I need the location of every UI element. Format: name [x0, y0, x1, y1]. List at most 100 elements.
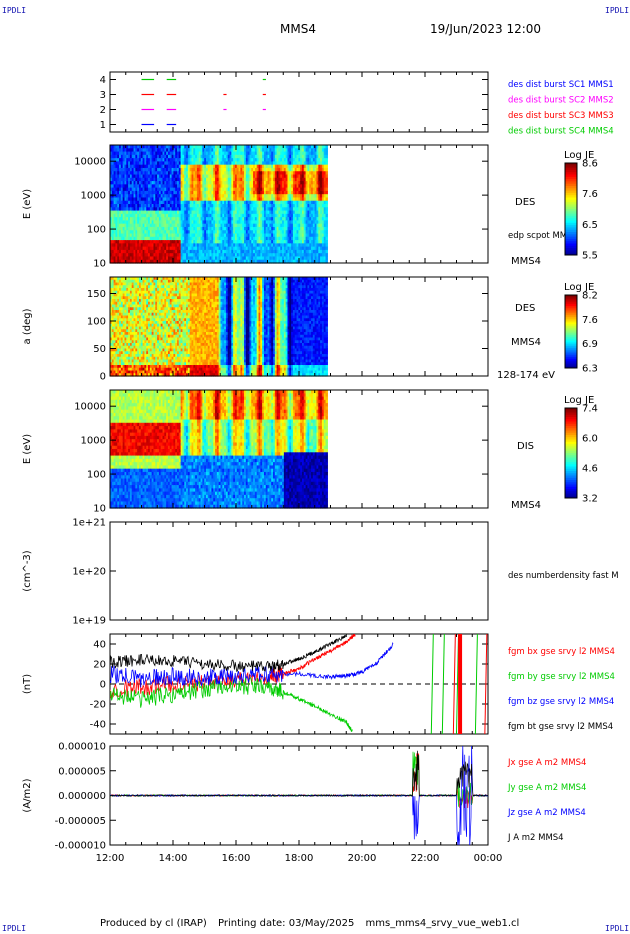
colorbar-tick-label: 6.9	[582, 339, 598, 350]
colorbar-tick-label: 6.5	[582, 220, 598, 231]
b-spike-band	[458, 634, 463, 734]
y-tick-label: 0	[100, 372, 106, 383]
colorbar-tick-label: 6.3	[582, 364, 598, 375]
corner-label-bottom-right: IPDLI	[605, 924, 630, 933]
y-tick-label: 1e+20	[72, 567, 106, 578]
legend-j-3: J A m2 MMS4	[507, 833, 564, 843]
y-tick-label: -0.000010	[55, 841, 106, 852]
heatmap-des-pitch-angle	[110, 277, 328, 377]
y-tick-label: 1e+21	[72, 518, 106, 529]
colorbar-title: Log JE	[564, 282, 594, 293]
colorbar-des-pitch-angle	[564, 294, 578, 369]
colorbar-tick-label: 7.6	[582, 189, 598, 200]
right-label-dis-energy: MMS4	[511, 500, 541, 511]
b-series-line	[110, 642, 394, 688]
colorbar-tick-label: 7.4	[582, 404, 598, 415]
b-series-line	[110, 634, 356, 699]
y-tick-label: 150	[87, 289, 106, 300]
y-tick-label: 10000	[74, 157, 106, 168]
y-tick-label: 0	[100, 680, 106, 691]
right-label-des-pitch-angle: DES	[515, 303, 535, 314]
y-tick-label: 100	[87, 470, 106, 481]
footer-printing-date: Printing date: 03/May/2025	[217, 918, 355, 929]
legend-burst-4: des dist burst SC4 MMS4	[508, 127, 614, 137]
b-series-line	[110, 677, 353, 732]
y-axis-label-des-pitch-angle: a (deg)	[22, 308, 33, 344]
y-axis-label-magnetic-field: (nT)	[22, 674, 33, 694]
legend-j-1: Jy gse A m2 MMS4	[507, 783, 586, 793]
footer-produced-by: Produced by cl (IRAP)	[100, 918, 207, 929]
colorbar-tick-label: 4.6	[582, 464, 598, 475]
y-tick-label: 0.000005	[58, 766, 106, 777]
j-lines	[110, 746, 488, 845]
b-series-line	[110, 634, 347, 673]
colorbar-tick-label: 5.5	[582, 251, 598, 262]
y-tick-label: 1000	[81, 436, 106, 447]
colorbar-tick-label: 8.2	[582, 291, 598, 302]
y-tick-label: 1000	[81, 191, 106, 202]
y-tick-label: 10	[93, 259, 106, 270]
j-series-line	[110, 751, 488, 807]
x-tick-label: 22:00	[411, 853, 440, 864]
footer: Produced by cl (IRAP) Printing date: 03/…	[100, 918, 527, 929]
y-tick-label: 4	[100, 75, 106, 86]
j-series-line	[110, 752, 488, 809]
x-tick-label: 12:00	[96, 853, 125, 864]
y-axis-label-des-energy: E (eV)	[22, 189, 33, 219]
y-tick-label: 40	[93, 640, 106, 651]
colorbar-des-energy	[564, 162, 578, 256]
header-spacecraft: MMS4	[280, 22, 316, 36]
panel-frame-burst-flags	[109, 71, 489, 133]
colorbar-tick-label: 3.2	[582, 494, 598, 505]
y-tick-label: 10000	[74, 402, 106, 413]
colorbar-tick-label: 7.6	[582, 315, 598, 326]
b-spike	[452, 634, 456, 734]
legend-burst-3: des dist burst SC3 MMS3	[508, 111, 614, 121]
legend-burst-1: des dist burst SC1 MMS1	[508, 80, 614, 90]
colorbar-tick-label: 8.6	[582, 159, 598, 170]
y-tick-label: 1e+19	[72, 616, 106, 627]
legend-b-2: fgm bz gse srvy l2 MMS4	[508, 697, 614, 707]
legend-j-0: Jx gse A m2 MMS4	[507, 758, 586, 768]
b-spike	[484, 634, 488, 734]
legend-density: des numberdensity fast M	[508, 571, 619, 581]
right-label-des-energy: edp scpot MMS4	[508, 231, 578, 241]
colorbar-dis-energy	[564, 407, 578, 499]
y-tick-label: 100	[87, 225, 106, 236]
right-label-des-pitch-angle: MMS4	[511, 337, 541, 348]
x-tick-label: 20:00	[348, 853, 377, 864]
y-tick-label: -0.000005	[55, 816, 106, 827]
colorbar-title: Log JE	[564, 150, 594, 161]
y-tick-label: 50	[93, 344, 106, 355]
right-label-des-energy: DES	[515, 197, 535, 208]
y-tick-label: 20	[93, 660, 106, 671]
right-label-dis-energy: DIS	[517, 441, 534, 452]
colorbar-title: Log JE	[564, 395, 594, 406]
y-tick-label: 0.000000	[58, 791, 106, 802]
y-tick-label: 2	[100, 105, 106, 116]
y-tick-label: -40	[90, 720, 106, 731]
corner-label-top-left: IPDLI	[2, 6, 27, 15]
right-label-des-pitch-angle: 128-174 eV	[497, 370, 555, 381]
y-axis-label-density: (cm^-3)	[22, 550, 33, 591]
corner-label-bottom-left: IPDLI	[2, 924, 27, 933]
colorbar-tick-label: 6.0	[582, 434, 598, 445]
legend-b-0: fgm bx gse srvy l2 MMS4	[508, 647, 615, 657]
heatmap-dis-energy	[110, 390, 328, 509]
right-label-des-energy: MMS4	[511, 256, 541, 267]
b-spike	[430, 634, 434, 734]
x-tick-label: 14:00	[159, 853, 188, 864]
corner-label-top-right: IPDLI	[605, 6, 630, 15]
x-tick-label: 16:00	[222, 853, 251, 864]
heatmap-des-energy	[110, 145, 328, 264]
y-tick-label: 100	[87, 317, 106, 328]
x-tick-label: 18:00	[285, 853, 314, 864]
b-field-lines	[110, 634, 488, 734]
y-tick-label: 3	[100, 90, 106, 101]
j-series-line	[110, 750, 488, 798]
footer-filename: mms_mms4_srvy_vue_web1.cl	[365, 918, 520, 929]
x-tick-label: 00:00	[474, 853, 503, 864]
legend-b-1: fgm by gse srvy l2 MMS4	[508, 672, 615, 682]
legend-b-3: fgm bt gse srvy l2 MMS4	[508, 722, 613, 732]
